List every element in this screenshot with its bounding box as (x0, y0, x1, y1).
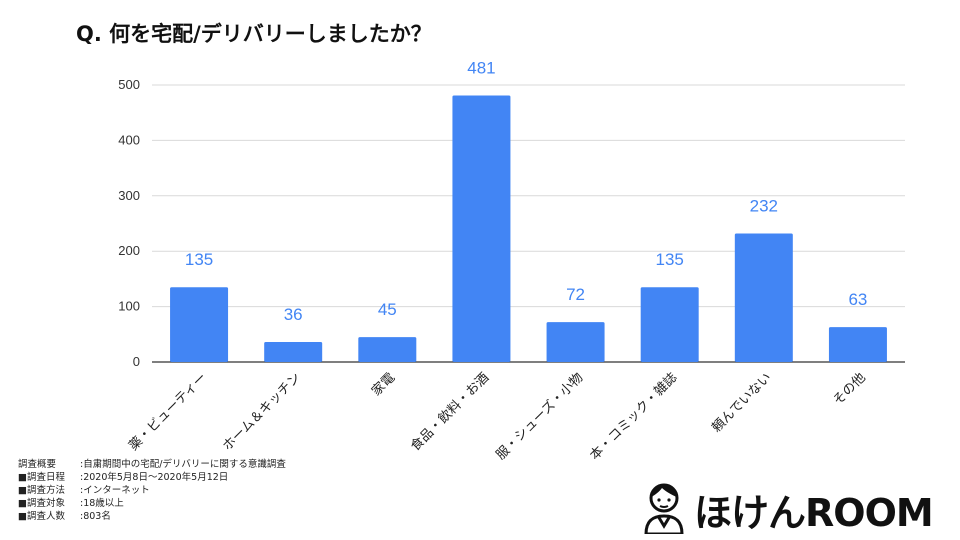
y-tick-label: 500 (118, 77, 140, 92)
y-tick-label: 100 (118, 299, 140, 314)
data-label: 232 (750, 196, 778, 215)
x-tick-label: 薬・ビューティー (126, 370, 210, 454)
bar (452, 95, 511, 362)
y-tick-label: 200 (118, 243, 140, 258)
survey-notes: 調査概要:自粛期間中の宅配/デリバリーに関する意識調査 ■調査日程:2020年5… (18, 458, 286, 523)
data-label: 135 (185, 250, 213, 269)
x-tick-label: 食品・飲料・お酒 (407, 370, 492, 455)
bar-chart: 0 100 200 300 400 500 135 36 45 481 72 135 232 63 薬・… (118, 59, 905, 460)
y-tick-label: 300 (118, 188, 140, 203)
x-tick-label: 服・シューズ・小物 (493, 370, 587, 460)
y-tick-label: 400 (118, 132, 140, 147)
x-tick-label: 本・コミック・雑誌 (587, 370, 681, 460)
data-label: 135 (656, 250, 684, 269)
data-label: 72 (566, 285, 585, 304)
note-line: ■調査日程:2020年5月8日〜2020年5月12日 (18, 472, 229, 483)
bar (828, 327, 887, 362)
data-label: 63 (848, 290, 867, 309)
note-line: ■調査方法:インターネット (18, 485, 150, 496)
person-avatar-icon (644, 483, 684, 534)
bar (170, 287, 229, 362)
chart-title: Q. 何を宅配/デリバリーしましたか？ (76, 22, 432, 46)
y-tick-label: 0 (133, 354, 140, 369)
bar (358, 337, 417, 362)
bars (170, 95, 887, 362)
x-tick-label: その他 (831, 370, 869, 408)
data-label: 45 (378, 300, 397, 319)
y-axis: 0 100 200 300 400 500 (118, 77, 140, 369)
bar (546, 322, 605, 362)
bar (264, 342, 323, 362)
x-tick-label: 頼んでいない (709, 370, 774, 435)
data-label: 481 (467, 59, 495, 78)
x-axis-labels: 薬・ビューティー ホーム＆キッチン 家電 食品・飲料・お酒 服・シューズ・小物 本・コミッ… (126, 370, 868, 460)
brand-logo: ほけんROOM (640, 478, 940, 535)
note-line: 調査概要:自粛期間中の宅配/デリバリーに関する意識調査 (18, 459, 286, 470)
data-label: 36 (284, 305, 303, 324)
note-line: ■調査人数:803名 (18, 511, 111, 522)
note-line: ■調査対象:18歳以上 (18, 498, 124, 509)
bar (734, 233, 793, 362)
x-tick-label: ホーム＆キッチン (220, 370, 304, 454)
x-tick-label: 家電 (368, 370, 398, 400)
logo-text: ほけんROOM (694, 491, 934, 535)
value-labels: 135 36 45 481 72 135 232 63 (185, 59, 868, 325)
bar (640, 287, 699, 362)
